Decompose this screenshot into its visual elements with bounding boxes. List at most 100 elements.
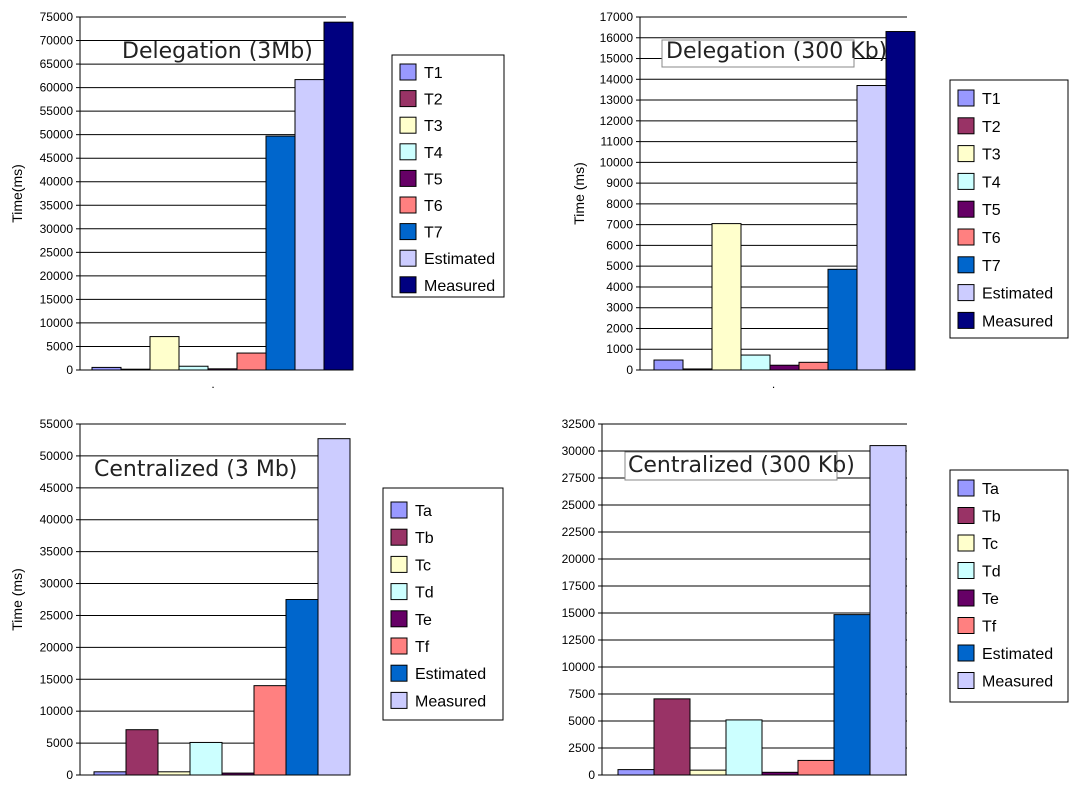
y-tick-label: 10000 [40,704,74,718]
y-tick-label: 7500 [568,687,595,701]
legend-swatch-t7 [399,223,417,241]
chart-title: Delegation (3Mb) [122,39,313,64]
legend-label-t3: T3 [424,118,443,135]
legend-swatch-t4 [957,172,975,190]
y-tick-label: 60000 [40,81,74,95]
legend-swatch-te [957,589,975,607]
bar-ta [617,769,655,776]
legend-swatch-t5 [399,169,417,187]
legend-label-t5: T5 [982,202,1001,219]
bar-estimated [833,614,871,776]
legend-swatch-t5 [957,200,975,218]
legend-swatch-t6 [957,228,975,246]
y-tick-label: 75000 [40,10,74,24]
legend-swatch-t3 [957,145,975,163]
legend-swatch-estimated [390,664,408,682]
legend-swatch-t6 [399,196,417,214]
y-tick-label: 40000 [40,513,74,527]
legend-label-t3: T3 [982,147,1001,164]
bar-t1 [653,359,684,371]
legend-label-t1: T1 [982,91,1001,108]
bar-td [725,719,763,776]
bar-estimated [856,85,887,371]
bar-td [189,741,223,776]
y-tick-label: 12000 [600,114,634,128]
y-tick-label: 15000 [40,672,74,686]
y-tick-label: 20000 [562,552,596,566]
y-tick-label: 40000 [40,175,74,189]
legend-label-t2: T2 [424,92,443,109]
legend-box [949,469,1069,703]
legend-swatch-estimated [957,644,975,662]
chart-2: 0 1000 2000 3000 4000 5000 6000 7000 8000 9000 100… [571,10,1069,391]
legend-label-td: Td [982,564,1001,581]
y-tick-label: 30000 [40,222,74,236]
legend-swatch-estimated [957,284,975,302]
y-tick-label: 0 [66,768,73,782]
legend-label-estimated: Estimated [424,251,495,268]
y-tick-label: 20000 [40,640,74,654]
legend-label-measured: Measured [424,278,495,295]
y-tick-label: 22500 [562,525,596,539]
bar-t1 [91,366,122,371]
legend-label-estimated: Estimated [415,666,486,683]
y-tick-label: 0 [626,363,633,377]
chart-1: 0 5000 10000 15000 20000 25000 30000 35000 40000… [9,10,505,391]
bar-t2 [682,368,713,371]
y-tick-label: 5000 [46,339,73,353]
y-tick-label: 10000 [40,316,74,330]
y-tick-label: 12500 [562,633,596,647]
chart-3: 0 5000 10000 15000 20000 25000 30000 35000 40000… [9,417,504,782]
chart-title: Centralized (300 Kb) [628,453,855,478]
legend-swatch-t7 [957,256,975,274]
bar-t3 [149,336,180,371]
y-tick-label: 0 [588,768,595,782]
legend: Ta Tb Tc Td Te Tf Estimated Measured [949,469,1069,703]
legend-label-t6: T6 [424,198,443,215]
legend-label-tf: Tf [982,619,997,636]
bar-tc [157,771,191,776]
title-backing [624,451,838,481]
legend-label-t7: T7 [424,225,443,242]
y-tick-label: 2500 [568,741,595,755]
title-backing [661,39,855,68]
bar-measured [869,445,907,776]
legend-swatch-tc [957,534,975,552]
bar-t7 [827,268,858,371]
x-tick-label: . [772,377,775,391]
x-tick-label: . [211,377,214,391]
legend-label-tb: Tb [415,530,434,547]
y-tick-label: 5000 [46,736,73,750]
y-tick-label: 35000 [40,198,74,212]
y-tick-label: 20000 [40,269,74,283]
bar-tc [689,769,727,776]
y-tick-label: 5000 [606,259,633,273]
y-tick-label: 9000 [606,176,633,190]
y-tick-label: 15000 [40,292,74,306]
y-tick-label: 8000 [606,197,633,211]
y-tick-label: 16000 [600,31,634,45]
y-tick-label: 30000 [562,444,596,458]
legend-label-estimated: Estimated [982,646,1053,663]
y-tick-label: 25000 [562,498,596,512]
y-tick-label: 25000 [40,608,74,622]
bar-t3 [711,223,742,371]
legend-swatch-ta [390,501,408,519]
legend-swatch-ta [957,479,975,497]
y-tick-label: 5000 [568,714,595,728]
chart-title: Centralized (3 Mb) [94,457,297,482]
y-tick-label: 55000 [40,104,74,118]
y-tick-label: 10000 [600,155,634,169]
y-tick-label: 15000 [600,52,634,66]
y-tick-label: 45000 [40,481,74,495]
legend-swatch-t1 [957,89,975,107]
legend-swatch-measured [399,276,417,294]
y-tick-label: 2000 [606,321,633,335]
y-tick-label: 50000 [40,449,74,463]
bar-te [221,772,255,776]
legend-swatch-te [390,610,408,628]
legend-label-measured: Measured [415,693,486,710]
bar-t6 [798,361,829,371]
y-tick-label: 35000 [40,545,74,559]
